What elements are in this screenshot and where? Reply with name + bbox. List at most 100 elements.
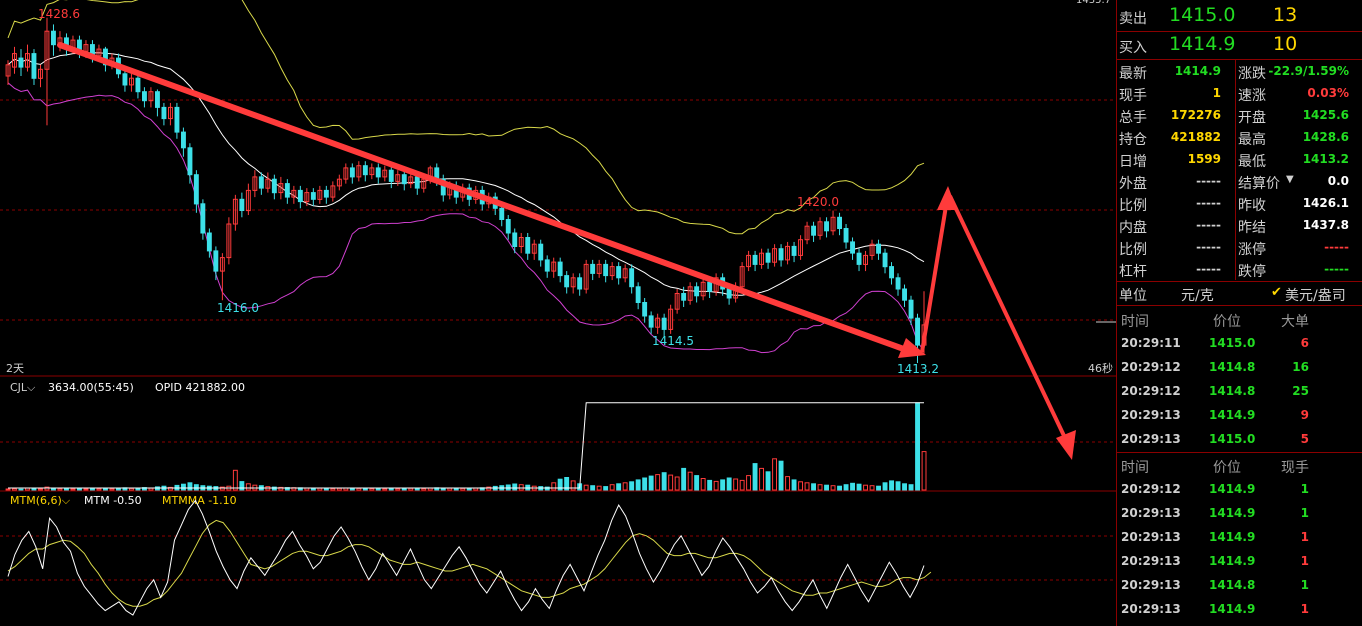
table-row[interactable]: 20:29:13 1414.8 1 bbox=[1117, 574, 1362, 598]
candle bbox=[694, 286, 700, 297]
check-icon[interactable]: ✔ bbox=[1271, 285, 1282, 300]
candle bbox=[824, 221, 829, 232]
candle bbox=[232, 198, 238, 225]
stat-row[interactable]: 持仓 421882 bbox=[1117, 126, 1235, 148]
volume-bar bbox=[356, 487, 362, 491]
row-time: 20:29:12 bbox=[1121, 360, 1181, 374]
stat-row[interactable]: 昨收 1426.1 bbox=[1236, 192, 1362, 214]
table-row[interactable]: 20:29:12 1414.9 1 bbox=[1117, 478, 1362, 502]
unit-value[interactable]: 元/克 bbox=[1181, 288, 1214, 304]
stat-row[interactable]: 杠杆 ----- bbox=[1117, 258, 1235, 280]
stat-row[interactable]: 日增 1599 bbox=[1117, 148, 1235, 170]
stat-label: 比例 bbox=[1119, 198, 1147, 214]
volume-bar bbox=[51, 487, 56, 491]
stat-row[interactable]: 外盘 ----- bbox=[1117, 170, 1235, 192]
table-row[interactable]: 20:29:11 1415.0 6 bbox=[1117, 332, 1362, 356]
candle bbox=[850, 241, 855, 254]
volume-bar bbox=[388, 488, 394, 491]
candle bbox=[304, 192, 310, 203]
volume-bar bbox=[96, 488, 102, 491]
bid-row[interactable]: 买入 1414.9 10 bbox=[1117, 31, 1362, 59]
volume-bar bbox=[330, 488, 336, 491]
unit-row[interactable]: 单位 元/克 ✔ 美元/盎司 bbox=[1117, 283, 1362, 305]
volume-bar bbox=[103, 488, 108, 491]
volume-bar bbox=[83, 488, 89, 491]
table-row[interactable]: 20:29:12 1414.8 16 bbox=[1117, 356, 1362, 380]
stat-row[interactable]: 开盘 1425.6 bbox=[1236, 104, 1362, 126]
table-row[interactable]: 20:29:13 1414.9 1 bbox=[1117, 502, 1362, 526]
volume-bar bbox=[720, 479, 726, 491]
candle bbox=[317, 189, 323, 200]
table-row[interactable]: 20:29:13 1414.9 1 bbox=[1117, 550, 1362, 574]
volume-bar bbox=[116, 487, 121, 491]
row-qty: 1 bbox=[1300, 578, 1309, 592]
volume-bar bbox=[609, 484, 615, 491]
chart-area[interactable]: 1428.6 1416.0 1420.0 1414.5 1413.2 2天 46秒 1435.… bbox=[0, 0, 1116, 626]
candle bbox=[310, 192, 316, 200]
candle bbox=[44, 30, 50, 70]
stat-row[interactable]: 比例 ----- bbox=[1117, 192, 1235, 214]
volume-bar bbox=[460, 487, 466, 491]
stat-row[interactable]: 涨停 ----- bbox=[1236, 236, 1362, 258]
table-row[interactable]: 20:29:13 1414.9 1 bbox=[1117, 526, 1362, 550]
stat-row[interactable]: 最新 1414.9 bbox=[1117, 60, 1235, 82]
stat-row[interactable]: 总手 172276 bbox=[1117, 104, 1235, 126]
stat-value: 0.03% bbox=[1307, 86, 1349, 100]
volume-bar bbox=[395, 488, 401, 491]
stat-row[interactable]: 跌停 ----- bbox=[1236, 258, 1362, 280]
candle bbox=[908, 299, 914, 319]
candle bbox=[538, 243, 544, 261]
table-row[interactable]: 20:29:13 1415.0 5 bbox=[1117, 428, 1362, 452]
stat-value: ----- bbox=[1196, 174, 1221, 188]
volume-bar bbox=[362, 487, 368, 491]
stat-row[interactable]: 比例 ----- bbox=[1117, 236, 1235, 258]
row-time: 20:29:12 bbox=[1121, 384, 1181, 398]
chevron-down-icon[interactable]: ▼ bbox=[1286, 174, 1294, 185]
table-row[interactable]: 20:29:12 1414.8 25 bbox=[1117, 380, 1362, 404]
ask-row[interactable]: 卖出 1415.0 13 bbox=[1117, 2, 1362, 30]
stat-value: 1437.8 bbox=[1302, 218, 1349, 232]
volume-bar bbox=[181, 483, 186, 491]
volume-bar bbox=[129, 487, 134, 491]
volume-bar bbox=[694, 475, 700, 491]
candle bbox=[12, 53, 17, 68]
volume-bar bbox=[655, 474, 661, 491]
stat-row[interactable]: 结算价 ▼ 0.0 bbox=[1236, 170, 1362, 192]
candle bbox=[291, 189, 297, 198]
lower-band-line bbox=[7, 82, 925, 354]
candle bbox=[681, 293, 687, 301]
row-time: 20:29:13 bbox=[1121, 578, 1181, 592]
candle bbox=[830, 216, 836, 232]
stat-row[interactable]: 内盘 ----- bbox=[1117, 214, 1235, 236]
candle bbox=[252, 176, 258, 191]
stat-row[interactable]: 昨结 1437.8 bbox=[1236, 214, 1362, 236]
stat-row[interactable]: 最高 1428.6 bbox=[1236, 126, 1362, 148]
stat-label: 昨收 bbox=[1238, 198, 1266, 214]
candle bbox=[869, 243, 875, 256]
kline-chart[interactable]: 1428.6 1416.0 1420.0 1414.5 1413.2 2天 46秒 1435.… bbox=[0, 0, 1116, 626]
candle bbox=[18, 57, 24, 68]
candle bbox=[284, 183, 290, 198]
volume-bar bbox=[863, 484, 868, 491]
stats-divider bbox=[1235, 59, 1236, 280]
candle bbox=[616, 266, 622, 279]
stat-row[interactable]: 现手 1 bbox=[1117, 82, 1235, 104]
stat-row[interactable]: 涨跌 -22.9/1.59% bbox=[1236, 60, 1362, 82]
volume-bar bbox=[830, 485, 836, 491]
table-row[interactable]: 20:29:13 1414.9 9 bbox=[1117, 404, 1362, 428]
row-price: 1414.8 bbox=[1209, 384, 1256, 398]
stat-value: 1425.6 bbox=[1302, 108, 1349, 122]
row-qty: 1 bbox=[1300, 554, 1309, 568]
unit-option[interactable]: 美元/盎司 bbox=[1285, 288, 1346, 304]
up-arrow-line bbox=[920, 205, 948, 353]
volume-bar bbox=[837, 485, 842, 491]
stat-row[interactable]: 速涨 0.03% bbox=[1236, 82, 1362, 104]
volume-bar bbox=[687, 471, 693, 491]
candle bbox=[96, 48, 102, 57]
volume-bar bbox=[310, 487, 316, 491]
table-row[interactable]: 20:29:13 1414.9 1 bbox=[1117, 598, 1362, 622]
volume-bar bbox=[785, 476, 790, 491]
stat-label: 最低 bbox=[1238, 154, 1266, 170]
stat-row[interactable]: 最低 1413.2 bbox=[1236, 148, 1362, 170]
volume-bar bbox=[557, 478, 563, 491]
